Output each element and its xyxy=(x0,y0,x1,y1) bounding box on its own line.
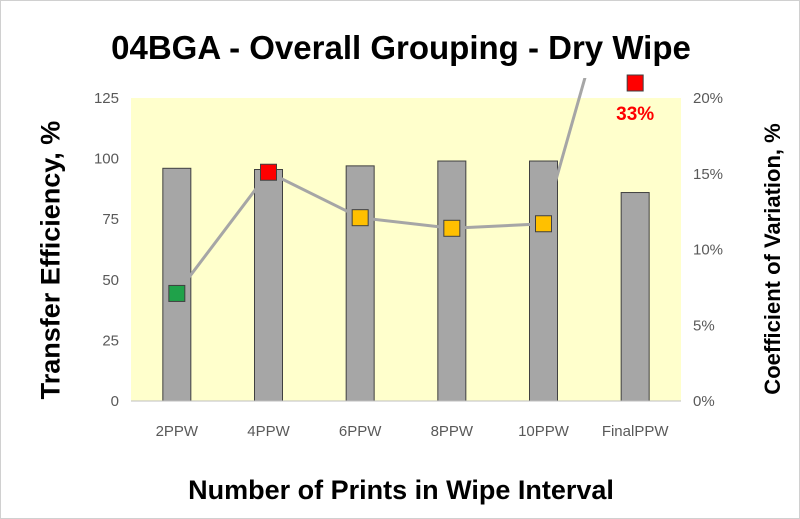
cv-marker xyxy=(535,215,552,233)
x-tick-label: 2PPW xyxy=(156,423,199,440)
cv-marker xyxy=(260,163,277,181)
chart-title: 04BGA - Overall Grouping - Dry Wipe xyxy=(111,29,691,66)
y2-tick-label: 15% xyxy=(693,166,723,183)
y2-tick-label: 0% xyxy=(693,393,715,410)
y-tick-label: 75 xyxy=(102,211,119,228)
y2-tick-label: 5% xyxy=(693,317,715,334)
cv-annotation-label: 33% xyxy=(616,104,654,125)
cv-marker xyxy=(443,219,461,237)
bar xyxy=(620,192,650,402)
x-tick-label: 10PPW xyxy=(518,423,570,440)
y2-tick-label: 10% xyxy=(693,242,723,259)
cv-marker xyxy=(351,209,369,227)
bar xyxy=(437,160,467,402)
cv-line xyxy=(175,78,587,295)
cv-marker xyxy=(626,74,644,92)
bar xyxy=(162,167,192,402)
x-tick-label: 8PPW xyxy=(431,423,474,440)
y-tick-label: 0 xyxy=(111,393,119,410)
y-tick-label: 50 xyxy=(102,272,119,289)
bar xyxy=(529,160,558,402)
y2-tick-label: 20% xyxy=(693,90,723,107)
y-tick-label: 125 xyxy=(94,90,119,107)
bar xyxy=(254,169,283,402)
y-tick-label: 100 xyxy=(94,151,119,168)
y-tick-label: 25 xyxy=(102,332,119,349)
plot-background xyxy=(131,98,681,401)
x-tick-label: 4PPW xyxy=(247,423,290,440)
cv-marker xyxy=(168,284,186,302)
x-tick-label: FinalPPW xyxy=(602,423,670,440)
x-axis-title: Number of Prints in Wipe Interval xyxy=(188,475,614,505)
bar xyxy=(345,165,375,402)
x-tick-label: 6PPW xyxy=(339,423,382,440)
